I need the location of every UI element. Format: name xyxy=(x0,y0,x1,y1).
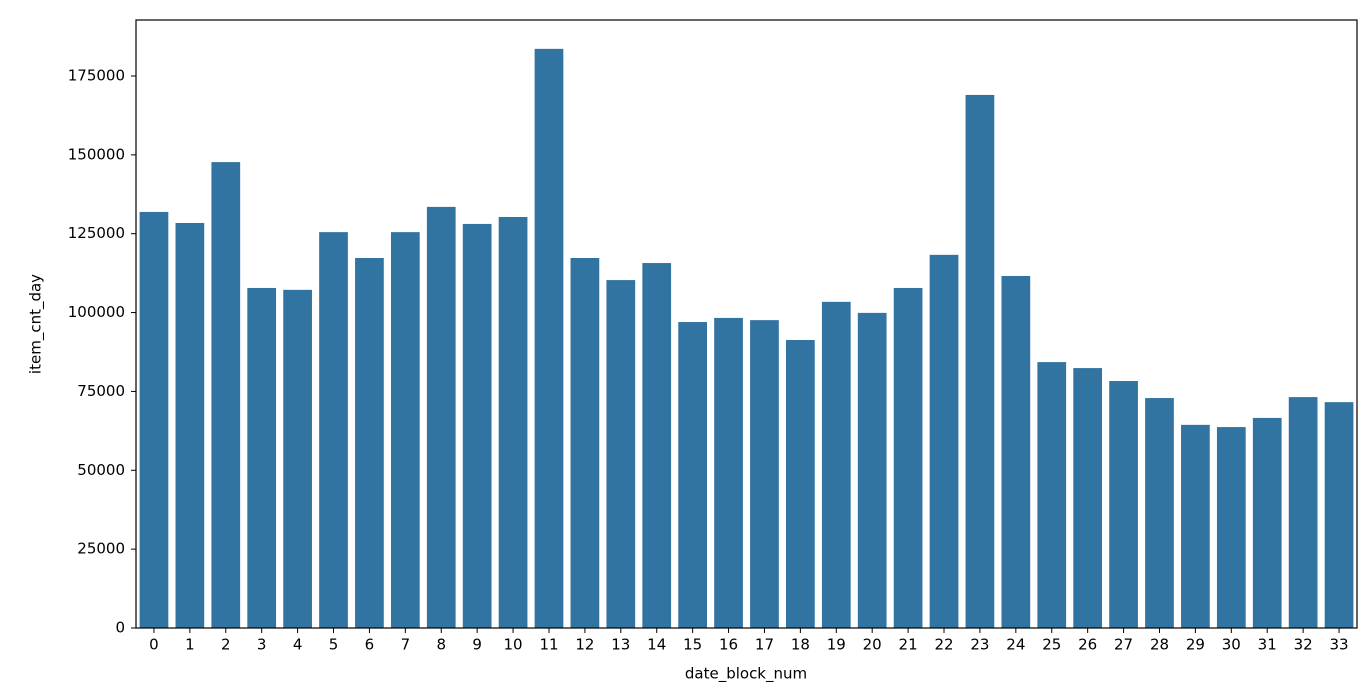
x-tick-label: 26 xyxy=(1078,636,1097,654)
x-tick-label: 25 xyxy=(1042,636,1061,654)
x-tick-label: 27 xyxy=(1114,636,1133,654)
bar xyxy=(965,94,995,628)
x-tick-label: 18 xyxy=(791,636,810,654)
bar xyxy=(283,289,312,628)
x-tick-label: 23 xyxy=(970,636,989,654)
y-tick-label: 150000 xyxy=(68,145,125,163)
bar xyxy=(606,280,636,628)
bar xyxy=(1109,381,1138,628)
plot-frame xyxy=(135,19,1358,629)
x-tick-label: 6 xyxy=(365,636,375,654)
bar xyxy=(786,340,815,628)
y-tick-label: 75000 xyxy=(77,382,125,400)
x-tick-label: 3 xyxy=(257,636,267,654)
y-tick-label: 175000 xyxy=(68,66,125,84)
x-tick-label: 32 xyxy=(1294,636,1313,654)
bar xyxy=(534,48,564,629)
x-tick-label: 9 xyxy=(472,636,482,654)
bar xyxy=(1001,275,1031,628)
x-tick-label: 19 xyxy=(827,636,846,654)
y-tick-label: 50000 xyxy=(77,461,125,479)
bar xyxy=(462,223,492,628)
bar xyxy=(319,232,348,628)
x-tick-label: 4 xyxy=(293,636,303,654)
bar xyxy=(857,312,887,628)
x-tick-label: 33 xyxy=(1329,636,1348,654)
x-axis-label: date_block_num xyxy=(685,665,807,684)
bar xyxy=(211,162,241,628)
bar xyxy=(426,206,456,628)
x-tick-label: 17 xyxy=(755,636,774,654)
x-tick-label: 21 xyxy=(899,636,918,654)
x-tick-label: 15 xyxy=(683,636,702,654)
bar xyxy=(1073,368,1103,628)
x-tick-label: 29 xyxy=(1186,636,1205,654)
bar xyxy=(390,232,420,628)
bar xyxy=(355,257,384,628)
bar xyxy=(1037,362,1067,628)
bar xyxy=(1324,402,1354,628)
y-tick-label: 100000 xyxy=(68,303,125,321)
bar xyxy=(642,263,672,628)
bar xyxy=(570,257,600,628)
x-tick-label: 10 xyxy=(504,636,523,654)
x-tick-label: 31 xyxy=(1258,636,1277,654)
x-tick-label: 2 xyxy=(221,636,231,654)
y-tick-label: 125000 xyxy=(68,224,125,242)
x-tick-label: 28 xyxy=(1150,636,1169,654)
x-tick-label: 11 xyxy=(539,636,558,654)
x-tick-label: 20 xyxy=(863,636,882,654)
bar xyxy=(714,317,743,628)
bar xyxy=(247,287,277,628)
x-tick-label: 8 xyxy=(436,636,446,654)
x-tick-label: 7 xyxy=(401,636,411,654)
bar xyxy=(893,287,923,628)
x-tick-label: 0 xyxy=(149,636,159,654)
y-tick-label: 25000 xyxy=(77,540,125,558)
bar xyxy=(678,322,707,628)
bar xyxy=(929,254,959,628)
x-tick-label: 5 xyxy=(329,636,339,654)
bar xyxy=(1288,397,1318,628)
bar xyxy=(1216,427,1246,628)
bar xyxy=(1181,424,1210,628)
bar xyxy=(1145,398,1174,628)
y-axis-label: item_cnt_day xyxy=(27,274,46,374)
bar xyxy=(175,222,205,628)
bar xyxy=(139,211,169,628)
x-tick-label: 1 xyxy=(185,636,195,654)
x-tick-label: 22 xyxy=(934,636,953,654)
x-tick-label: 30 xyxy=(1222,636,1241,654)
x-tick-label: 12 xyxy=(575,636,594,654)
bar xyxy=(1252,417,1282,628)
y-tick-label: 0 xyxy=(115,619,125,637)
bar xyxy=(750,320,779,628)
x-tick-label: 13 xyxy=(611,636,630,654)
bar xyxy=(498,216,528,629)
x-tick-label: 14 xyxy=(647,636,666,654)
x-tick-label: 16 xyxy=(719,636,738,654)
bar xyxy=(821,301,851,628)
x-tick-label: 24 xyxy=(1006,636,1025,654)
